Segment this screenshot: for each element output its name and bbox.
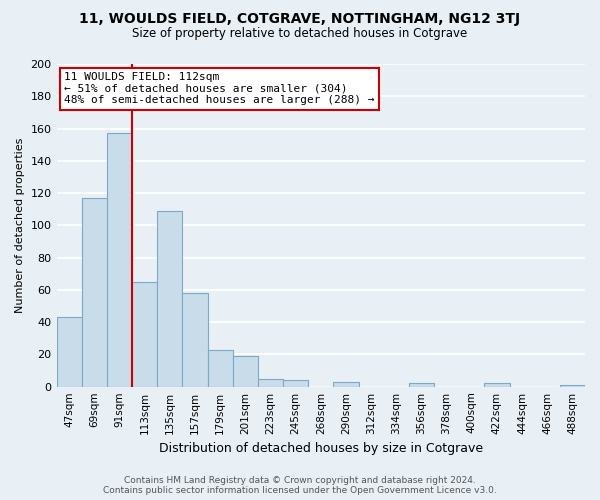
Bar <box>208 350 233 387</box>
Text: Size of property relative to detached houses in Cotgrave: Size of property relative to detached ho… <box>133 28 467 40</box>
Bar <box>409 384 434 386</box>
Text: Contains HM Land Registry data © Crown copyright and database right 2024.
Contai: Contains HM Land Registry data © Crown c… <box>103 476 497 495</box>
Bar <box>132 282 157 387</box>
Bar <box>560 385 585 386</box>
Bar <box>484 384 509 386</box>
Bar <box>82 198 107 386</box>
Bar <box>334 382 359 386</box>
Bar <box>107 134 132 386</box>
Y-axis label: Number of detached properties: Number of detached properties <box>15 138 25 313</box>
Bar <box>56 318 82 386</box>
X-axis label: Distribution of detached houses by size in Cotgrave: Distribution of detached houses by size … <box>159 442 483 455</box>
Bar <box>233 356 258 386</box>
Text: 11, WOULDS FIELD, COTGRAVE, NOTTINGHAM, NG12 3TJ: 11, WOULDS FIELD, COTGRAVE, NOTTINGHAM, … <box>79 12 521 26</box>
Bar <box>182 293 208 386</box>
Text: 11 WOULDS FIELD: 112sqm
← 51% of detached houses are smaller (304)
48% of semi-d: 11 WOULDS FIELD: 112sqm ← 51% of detache… <box>64 72 375 106</box>
Bar <box>157 211 182 386</box>
Bar <box>283 380 308 386</box>
Bar <box>258 378 283 386</box>
